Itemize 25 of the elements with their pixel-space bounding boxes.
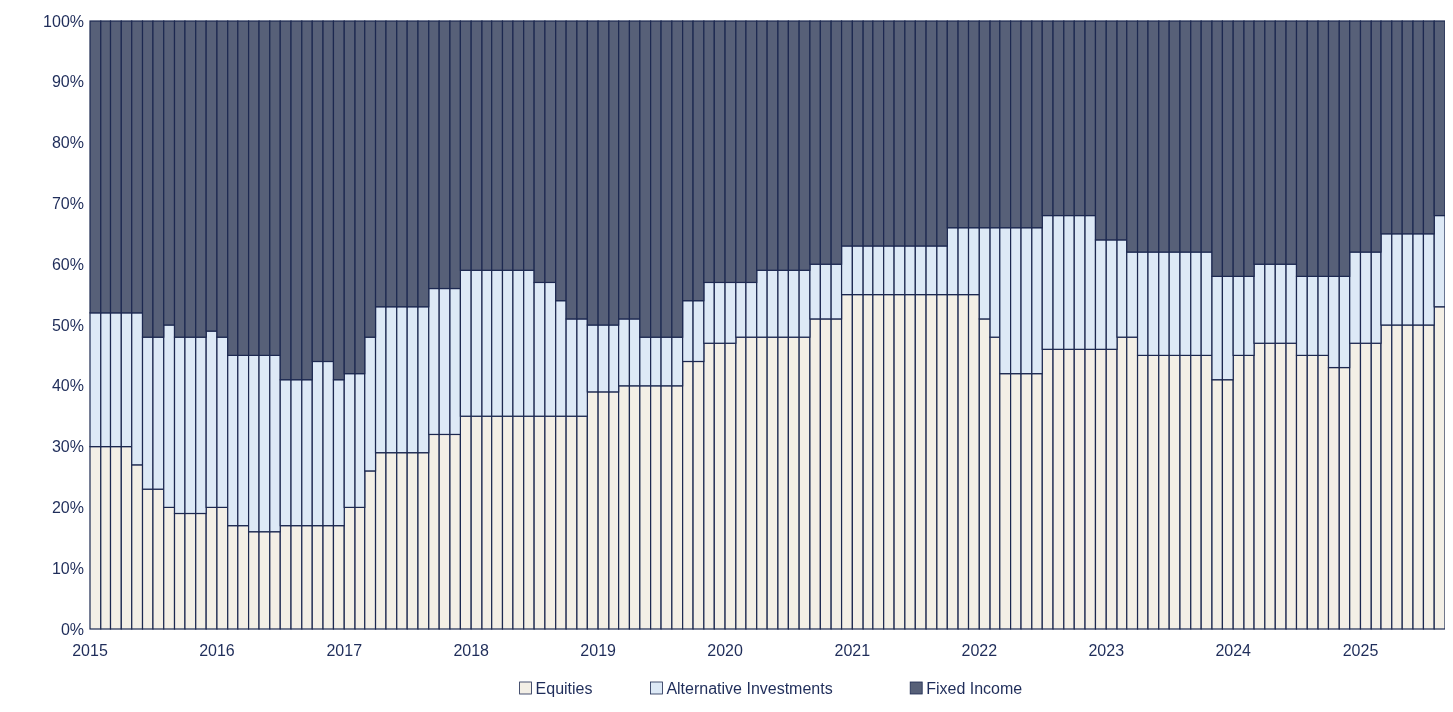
y-tick-label: 60% xyxy=(51,255,84,273)
x-tick-label: 2023 xyxy=(1088,642,1125,659)
x-tick-label: 2017 xyxy=(326,642,363,659)
x-tick-label: 2024 xyxy=(1215,642,1252,659)
x-tick-label: 2015 xyxy=(72,642,108,659)
x-tick-label: 2016 xyxy=(199,642,235,659)
legend-label: Fixed Income xyxy=(926,680,1023,697)
y-tick-label: 70% xyxy=(51,195,84,212)
y-tick-label: 80% xyxy=(51,134,84,152)
y-tick-label: 90% xyxy=(51,73,84,91)
y-tick-label: 0% xyxy=(60,620,84,638)
y-tick-label: 40% xyxy=(51,377,84,395)
x-tick-label: 2021 xyxy=(834,642,871,659)
y-tick-label: 30% xyxy=(51,438,84,456)
x-tick-label: 2019 xyxy=(580,642,617,659)
x-tick-label: 2018 xyxy=(453,642,490,659)
legend-label: Equities xyxy=(535,680,593,697)
y-tick-label: 100% xyxy=(43,12,84,30)
x-tick-label: 2022 xyxy=(961,642,998,659)
y-tick-label: 10% xyxy=(51,559,84,577)
y-tick-label: 20% xyxy=(51,499,84,516)
legend-label: Alternative Investments xyxy=(666,680,833,697)
x-tick-label: 2020 xyxy=(707,642,743,659)
y-tick-label: 50% xyxy=(51,316,84,334)
x-tick-label: 2025 xyxy=(1342,642,1379,659)
